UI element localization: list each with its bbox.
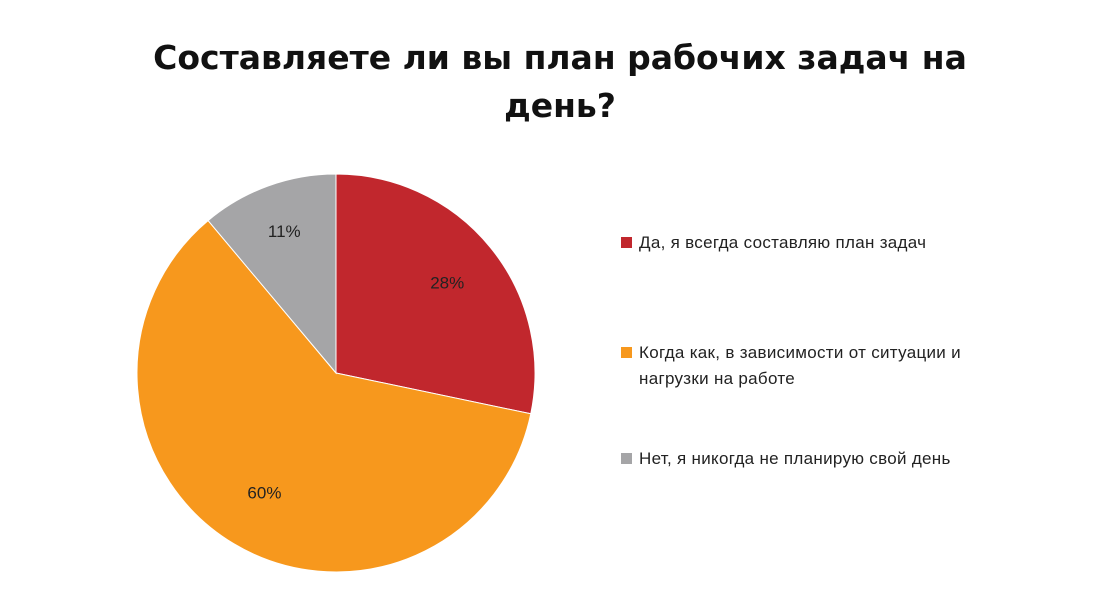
pie-label-never: 11% bbox=[268, 222, 301, 241]
legend-label-never-line-1: Нет, я никогда не планирую свой день bbox=[639, 449, 951, 468]
legend-label-always-line-1: Да, я всегда составляю план задач bbox=[639, 233, 927, 252]
chart-title: Составляете ли вы план рабочих задач на … bbox=[150, 34, 970, 130]
legend-swatch-always bbox=[621, 237, 632, 248]
pie-slice-always bbox=[335, 173, 536, 415]
legend-item-sometimes: Когда как, в зависимости от ситуации и н… bbox=[621, 340, 1061, 392]
chart-title-line-2: день? bbox=[504, 86, 616, 125]
legend-swatch-sometimes bbox=[621, 347, 632, 358]
legend-label-never: Нет, я никогда не планирую свой день bbox=[639, 446, 951, 472]
pie-slices bbox=[136, 173, 536, 573]
pie-labels: 28% 60% 11% bbox=[247, 222, 464, 503]
legend-label-sometimes-line-1: Когда как, в зависимости от ситуации и bbox=[639, 343, 961, 362]
pie-slice-sometimes bbox=[136, 219, 532, 573]
legend-label-always: Да, я всегда составляю план задач bbox=[639, 230, 926, 256]
legend-item-always: Да, я всегда составляю план задач bbox=[621, 230, 1061, 256]
pie-label-always: 28% bbox=[430, 274, 464, 293]
legend-swatch-never bbox=[621, 453, 632, 464]
legend-label-sometimes-line-2: нагрузки на работе bbox=[639, 369, 796, 388]
pie-slice-never bbox=[207, 173, 337, 375]
legend-label-sometimes: Когда как, в зависимости от ситуации и н… bbox=[639, 340, 961, 392]
legend-item-never: Нет, я никогда не планирую свой день bbox=[621, 446, 1061, 472]
pie-label-sometimes: 60% bbox=[247, 484, 281, 503]
chart-title-line-1: Составляете ли вы план рабочих задач на bbox=[153, 38, 967, 77]
